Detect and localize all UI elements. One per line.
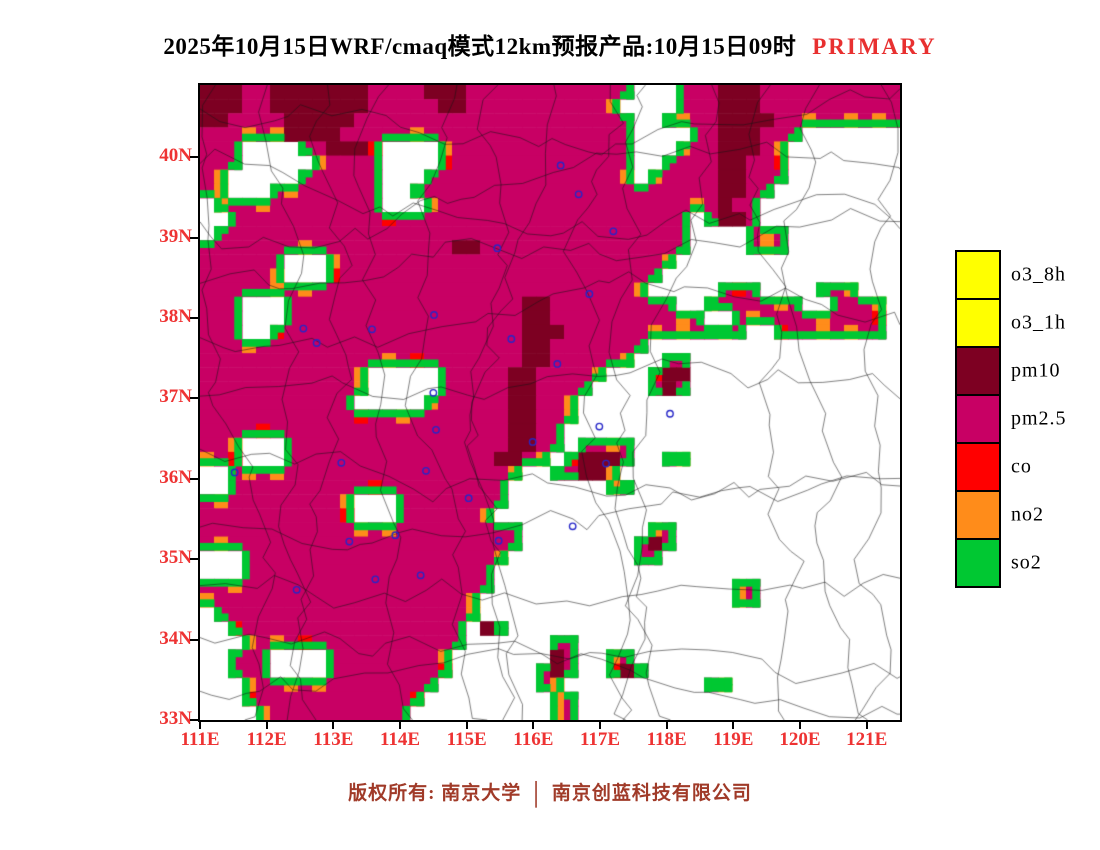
legend-swatch-co <box>955 442 1001 492</box>
y-axis-tick <box>190 397 198 400</box>
footer-company-text: 南京创蓝科技有限公司 <box>551 783 752 804</box>
x-axis-tick <box>532 722 535 729</box>
x-axis-label-121E: 121E <box>846 729 888 750</box>
y-axis-tick <box>190 236 198 239</box>
x-axis-label-115E: 115E <box>446 729 487 750</box>
x-axis-label-116E: 116E <box>513 729 554 750</box>
title-pollutant-label: PRIMARY <box>812 34 937 59</box>
legend-swatch-no2 <box>955 490 1001 540</box>
legend-label-so2: so2 <box>1011 551 1042 574</box>
y-axis-label-33N: 33N <box>159 708 192 729</box>
title-text: 2025年10月15日WRF/cmaq模式12km预报产品:10月15日09时 <box>163 34 797 59</box>
x-axis-tick <box>465 722 468 729</box>
legend-label-o3_8h: o3_8h <box>1011 263 1066 286</box>
y-axis-tick <box>190 638 198 641</box>
forecast-map-canvas <box>200 85 900 720</box>
legend-swatch-o3_1h <box>955 298 1001 348</box>
x-axis-tick <box>665 722 668 729</box>
x-axis-tick <box>332 722 335 729</box>
y-axis-label-35N: 35N <box>159 547 192 569</box>
legend-swatch-so2 <box>955 538 1001 588</box>
x-axis-tick <box>865 722 868 729</box>
x-axis-tick <box>732 722 735 729</box>
legend-item-pm10: pm10 <box>955 346 1100 396</box>
copyright-footer: 版权所有: 南京大学 │ 南京创蓝科技有限公司 <box>0 778 1100 807</box>
y-axis-label-40N: 40N <box>159 145 192 167</box>
x-axis-tick <box>799 722 801 729</box>
page-title: 2025年10月15日WRF/cmaq模式12km预报产品:10月15日09时 P… <box>0 27 1100 61</box>
x-axis-label-119E: 119E <box>713 729 754 750</box>
x-axis-tick <box>199 722 201 729</box>
legend-label-co: co <box>1011 455 1032 478</box>
legend-item-pm2.5: pm2.5 <box>955 394 1100 444</box>
x-axis-label-113E: 113E <box>313 729 354 750</box>
legend-label-pm2.5: pm2.5 <box>1011 407 1067 430</box>
x-axis-label-111E: 111E <box>180 729 220 750</box>
legend-label-pm10: pm10 <box>1011 359 1061 382</box>
legend-label-no2: no2 <box>1011 503 1044 526</box>
x-axis-label-112E: 112E <box>246 729 287 750</box>
legend-swatch-pm2.5 <box>955 394 1001 444</box>
y-axis-tick <box>190 477 198 480</box>
y-axis-tick <box>190 317 198 320</box>
x-axis-tick <box>399 722 401 729</box>
y-axis-label-36N: 36N <box>159 466 192 488</box>
legend-item-no2: no2 <box>955 490 1100 540</box>
x-axis-label-117E: 117E <box>579 729 621 750</box>
x-axis-label-120E: 120E <box>779 729 821 750</box>
legend-swatch-pm10 <box>955 346 1001 396</box>
legend-label-o3_1h: o3_1h <box>1011 311 1066 334</box>
x-axis-tick <box>265 722 268 729</box>
x-axis-tick <box>599 722 601 729</box>
x-axis-label-114E: 114E <box>379 729 421 750</box>
y-axis-tick <box>190 719 198 721</box>
y-axis-label-34N: 34N <box>159 627 192 649</box>
y-axis-label-39N: 39N <box>159 225 192 247</box>
y-axis-tick <box>190 558 198 561</box>
footer-owner-text: 版权所有: 南京大学 <box>348 783 522 804</box>
legend-item-co: co <box>955 442 1100 492</box>
pollutant-legend: o3_8h o3_1h pm10 pm2.5 co no2 so2 <box>955 250 1100 588</box>
legend-item-o3_1h: o3_1h <box>955 298 1100 348</box>
y-axis-tick <box>190 156 198 159</box>
map-frame <box>198 83 902 722</box>
legend-swatch-o3_8h <box>955 250 1001 300</box>
y-axis-label-38N: 38N <box>159 306 192 328</box>
y-axis-label-37N: 37N <box>159 386 192 408</box>
x-axis-label-118E: 118E <box>646 729 687 750</box>
legend-item-so2: so2 <box>955 538 1100 588</box>
legend-item-o3_8h: o3_8h <box>955 250 1100 300</box>
footer-separator: │ <box>528 781 545 806</box>
